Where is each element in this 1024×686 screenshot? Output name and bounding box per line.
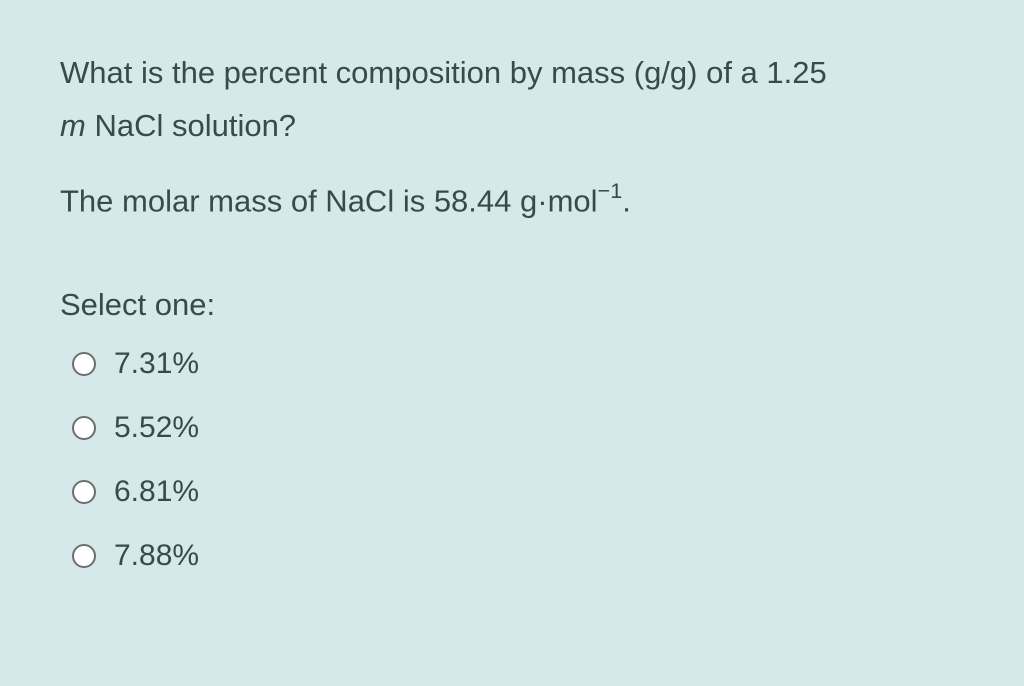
option-label: 7.31%	[114, 347, 199, 381]
select-one-label: Select one:	[60, 287, 964, 323]
question-line-2: m NaCl solution?	[60, 103, 964, 150]
radio-icon[interactable]	[72, 352, 96, 376]
info-prefix: The molar mass of NaCl is 58.44 g·mol	[60, 183, 598, 218]
info-suffix: .	[622, 183, 631, 218]
radio-icon[interactable]	[72, 480, 96, 504]
option-row-2[interactable]: 5.52%	[72, 411, 964, 445]
option-row-3[interactable]: 6.81%	[72, 475, 964, 509]
option-row-4[interactable]: 7.88%	[72, 539, 964, 573]
question-line-1: What is the percent composition by mass …	[60, 50, 964, 97]
molality-symbol: m	[60, 108, 86, 143]
molar-mass-info: The molar mass of NaCl is 58.44 g·mol−1.	[60, 177, 964, 225]
option-label: 7.88%	[114, 539, 199, 573]
option-label: 5.52%	[114, 411, 199, 445]
radio-icon[interactable]	[72, 544, 96, 568]
radio-icon[interactable]	[72, 416, 96, 440]
options-group: 7.31% 5.52% 6.81% 7.88%	[60, 347, 964, 573]
option-label: 6.81%	[114, 475, 199, 509]
question-line-2-rest: NaCl solution?	[86, 108, 296, 143]
info-exponent: −1	[598, 178, 623, 203]
question-block: What is the percent composition by mass …	[60, 50, 964, 225]
option-row-1[interactable]: 7.31%	[72, 347, 964, 381]
